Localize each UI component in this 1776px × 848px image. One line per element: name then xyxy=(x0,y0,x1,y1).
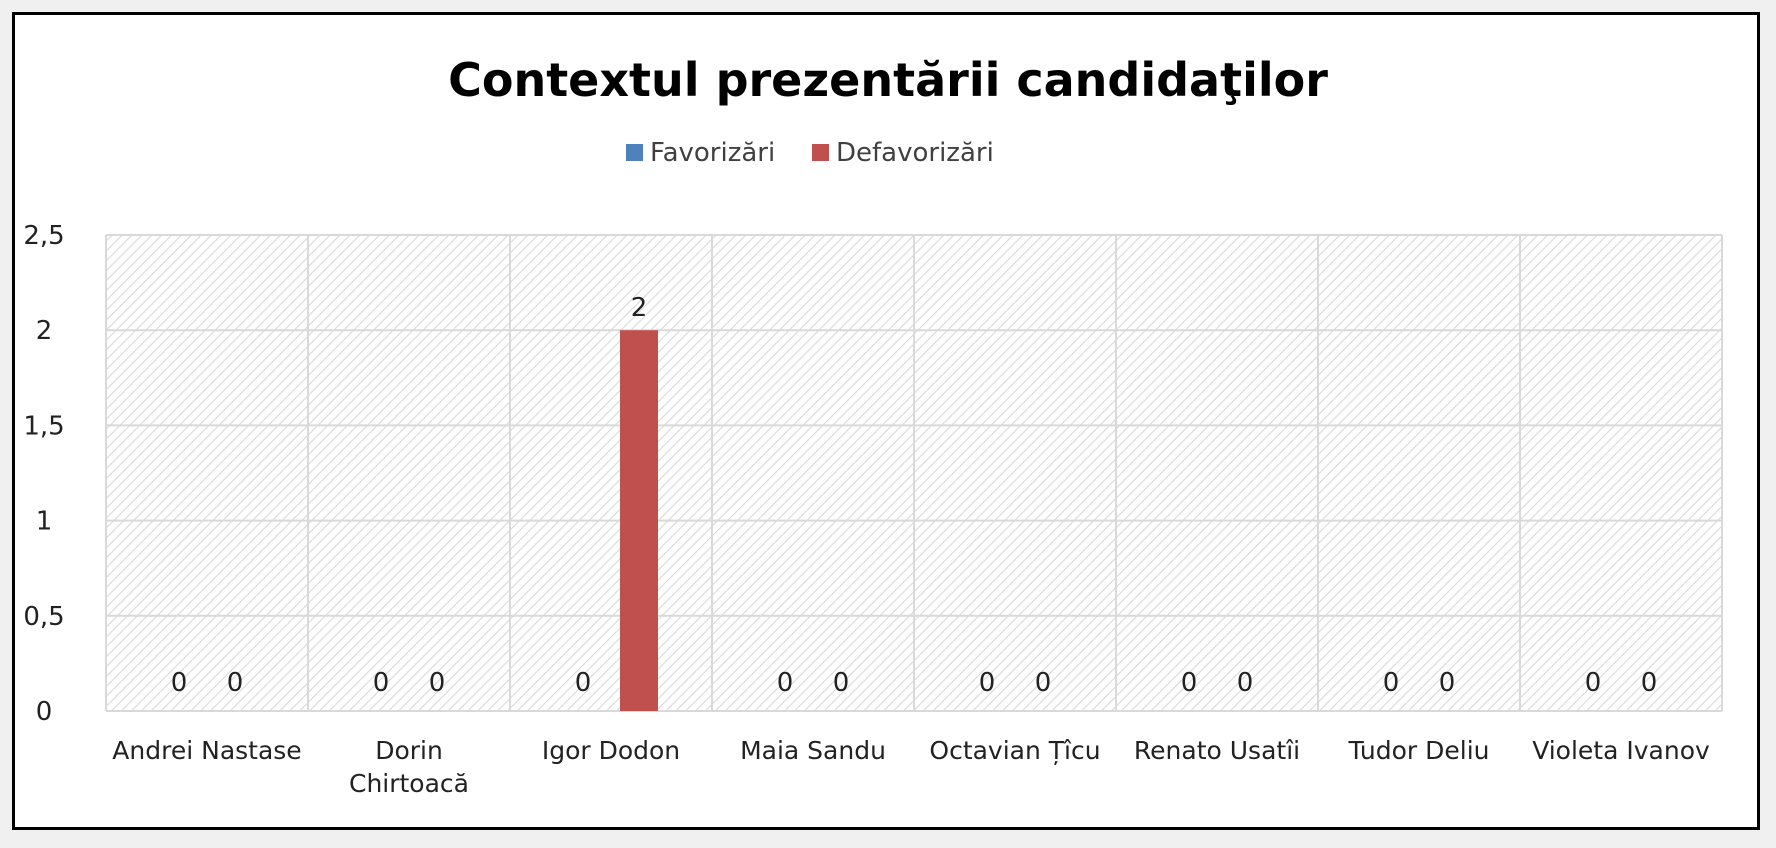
y-tick-label: 1,5 xyxy=(23,411,64,441)
data-label: 0 xyxy=(833,668,850,698)
category-label: Dorin Chirtoacă xyxy=(349,736,469,798)
data-label: 0 xyxy=(1383,668,1400,698)
legend-label: Favorizări xyxy=(650,138,775,168)
category-label: Andrei Nastase xyxy=(112,736,301,765)
y-tick-label: 1 xyxy=(36,507,53,537)
legend-swatch xyxy=(812,144,829,161)
data-label: 0 xyxy=(171,668,188,698)
data-label: 0 xyxy=(1181,668,1198,698)
category-label: Maia Sandu xyxy=(740,736,886,765)
data-label: 0 xyxy=(979,668,996,698)
y-tick-label: 0 xyxy=(36,697,53,727)
y-tick-label: 0,5 xyxy=(23,602,64,632)
data-label: 0 xyxy=(1035,668,1052,698)
category-label: Renato Usatîi xyxy=(1134,736,1300,765)
data-label: 2 xyxy=(631,293,648,323)
y-axis-ticks: 0 0,5 1 1,5 2 2,5 xyxy=(23,221,64,727)
data-label: 0 xyxy=(429,668,446,698)
data-label: 0 xyxy=(777,668,794,698)
category-label: Tudor Deliu xyxy=(1347,736,1489,765)
data-label: 0 xyxy=(1439,668,1456,698)
legend-label: Defavorizări xyxy=(836,138,994,168)
y-tick-label: 2,5 xyxy=(23,221,64,251)
y-tick-label: 2 xyxy=(36,316,53,346)
data-label: 0 xyxy=(575,668,592,698)
chart-title: Contextul prezentării candidaţilor xyxy=(448,53,1328,107)
bar-defavorizari xyxy=(620,330,658,711)
legend: Favorizări Defavorizări xyxy=(626,138,994,168)
legend-swatch xyxy=(626,144,643,161)
data-label: 0 xyxy=(1585,668,1602,698)
category-label: Octavian Țîcu xyxy=(929,736,1100,765)
data-label: 0 xyxy=(1641,668,1658,698)
category-label: Violeta Ivanov xyxy=(1532,736,1710,765)
data-label: 0 xyxy=(373,668,390,698)
data-label: 0 xyxy=(1237,668,1254,698)
bars xyxy=(620,330,658,711)
gridlines xyxy=(105,234,1723,712)
category-label: Igor Dodon xyxy=(542,736,680,765)
data-label: 0 xyxy=(227,668,244,698)
x-axis-categories: Andrei Nastase Dorin Chirtoacă Igor Dodon Ma… xyxy=(112,736,1710,798)
data-labels: 0 0 0 0 0 0 0 0 0 0 2 0 0 0 0 0 xyxy=(171,293,1658,698)
